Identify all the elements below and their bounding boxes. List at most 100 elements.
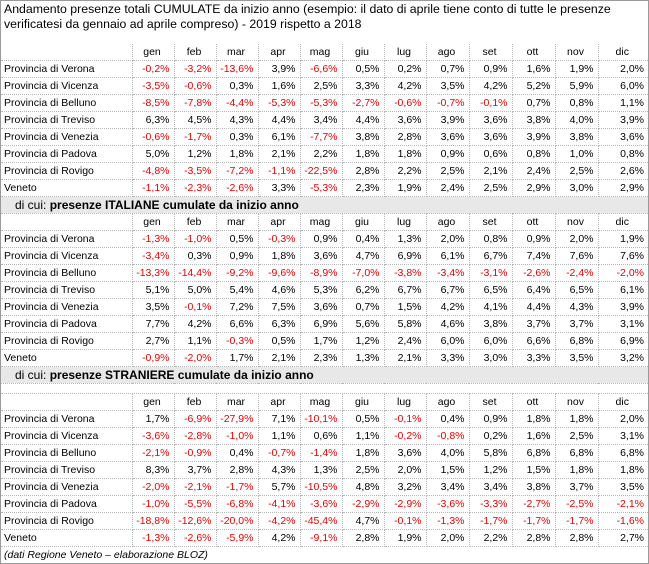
value-cell: 5,7% <box>258 478 301 496</box>
value-cell: 2,9% <box>598 179 648 197</box>
value-cell: 3,3% <box>258 179 301 197</box>
table-row: Provincia di Rovigo -18,8% -12,6% -20,0% -4,… <box>1 512 648 530</box>
value-cell: 4,4% <box>512 298 556 316</box>
value-cell: 2,8% <box>342 529 385 547</box>
section-title: di cui: presenze ITALIANE cumulate da in… <box>1 196 648 214</box>
value-cell: 0,5% <box>216 230 259 248</box>
value-cell: 2,5% <box>342 461 385 479</box>
value-cell: 0,7% <box>342 298 385 316</box>
value-cell: -0,2% <box>132 60 175 78</box>
value-cell: 1,7% <box>132 410 175 428</box>
value-cell: 3,8% <box>512 478 556 496</box>
value-cell: 5,0% <box>174 281 217 299</box>
value-cell: 1,1% <box>342 427 385 445</box>
value-cell: -0,3% <box>216 332 259 350</box>
value-cell: 4,5% <box>174 111 217 129</box>
value-cell: 8,3% <box>132 461 175 479</box>
table-row: Provincia di Vicenza -3,6% -2,8% -1,0% 1,1% 0… <box>1 427 648 445</box>
row-label: Provincia di Rovigo <box>1 332 133 350</box>
value-cell: -9,6% <box>258 264 301 282</box>
value-cell: 1,2% <box>342 332 385 350</box>
value-cell: -0,7% <box>258 444 301 462</box>
value-cell: 3,6% <box>598 128 648 146</box>
row-label: Provincia di Rovigo <box>1 512 133 530</box>
value-cell: -1,6% <box>598 512 648 530</box>
value-cell: 2,0% <box>598 60 648 78</box>
value-cell: 1,2% <box>469 461 513 479</box>
table-row: Provincia di Belluno -8,5% -7,8% -4,4% -5,3%… <box>1 94 648 112</box>
value-cell: 2,9% <box>512 179 556 197</box>
value-cell: 0,3% <box>216 128 259 146</box>
value-cell: -18,8% <box>132 512 175 530</box>
value-cell: 5,9% <box>555 77 599 95</box>
value-cell: -3,1% <box>469 264 513 282</box>
header-empty-cell <box>1 393 133 411</box>
value-cell: 7,7% <box>132 315 175 333</box>
value-cell: -12,6% <box>174 512 217 530</box>
value-cell: -7,2% <box>216 162 259 180</box>
month-header-row: gen feb mar apr mag giu lug ago set ott nov dic <box>1 393 648 411</box>
row-label: Provincia di Belluno <box>1 444 133 462</box>
value-cell: 4,6% <box>426 315 470 333</box>
value-cell: 0,3% <box>174 247 217 265</box>
month-header: giu <box>342 393 385 411</box>
month-header: apr <box>258 44 301 61</box>
value-cell: 1,8% <box>342 145 385 163</box>
value-cell: 4,4% <box>258 111 301 129</box>
month-header: feb <box>174 44 217 61</box>
value-cell: 0,9% <box>469 60 513 78</box>
value-cell: 1,8% <box>216 145 259 163</box>
value-cell: -3,3% <box>469 495 513 513</box>
value-cell: 6,3% <box>258 315 301 333</box>
value-cell: 0,8% <box>469 230 513 248</box>
table-title: Andamento presenze totali CUMULATE da in… <box>4 2 611 31</box>
row-label: Provincia di Padova <box>1 495 133 513</box>
value-cell: -4,8% <box>132 162 175 180</box>
row-label: Provincia di Venezia <box>1 128 133 146</box>
value-cell: -3,5% <box>174 162 217 180</box>
value-cell: 3,6% <box>384 111 427 129</box>
value-cell: 4,7% <box>342 512 385 530</box>
value-cell: 2,7% <box>598 529 648 547</box>
month-header: dic <box>598 44 648 61</box>
row-label: Provincia di Treviso <box>1 111 133 129</box>
value-cell: 0,9% <box>426 145 470 163</box>
value-cell: 2,6% <box>598 162 648 180</box>
value-cell: 4,8% <box>342 478 385 496</box>
month-header: mag <box>300 213 343 231</box>
value-cell: -1,7% <box>469 512 513 530</box>
month-header: ago <box>426 213 470 231</box>
value-cell: 5,8% <box>384 315 427 333</box>
value-cell: 1,9% <box>384 179 427 197</box>
value-cell: 2,5% <box>469 179 513 197</box>
value-cell: 6,9% <box>300 315 343 333</box>
value-cell: 4,6% <box>258 281 301 299</box>
value-cell: -20,0% <box>216 512 259 530</box>
value-cell: 2,3% <box>342 179 385 197</box>
value-cell: 3,5% <box>598 478 648 496</box>
value-cell: -2,5% <box>555 495 599 513</box>
month-header: ago <box>426 44 470 61</box>
value-cell: 2,5% <box>426 162 470 180</box>
value-cell: -1,3% <box>426 512 470 530</box>
table-row: Provincia di Venezia 3,5% -0,1% 7,2% 7,5% 3,6… <box>1 298 648 316</box>
row-label: Provincia di Rovigo <box>1 162 133 180</box>
value-cell: -2,0% <box>174 349 217 367</box>
month-header: nov <box>555 393 599 411</box>
section-title: di cui: presenze STRANIERE cumulate da i… <box>1 366 648 384</box>
value-cell: 3,9% <box>512 128 556 146</box>
row-label: Provincia di Treviso <box>1 461 133 479</box>
value-cell: 2,2% <box>300 145 343 163</box>
table-row: Provincia di Venezia -0,6% -1,7% 0,3% 6,1% -7… <box>1 128 648 146</box>
value-cell: 6,2% <box>342 281 385 299</box>
value-cell: 3,5% <box>426 77 470 95</box>
value-cell: 6,0% <box>469 332 513 350</box>
month-header: mar <box>216 44 259 61</box>
month-header: dic <box>598 393 648 411</box>
value-cell: 0,6% <box>469 145 513 163</box>
value-cell: 1,8% <box>512 410 556 428</box>
value-cell: -0,6% <box>384 94 427 112</box>
value-cell: 2,4% <box>512 162 556 180</box>
table-row: Provincia di Verona 1,7% -6,9% -27,9% 7,1% -1… <box>1 410 648 428</box>
value-cell: 2,1% <box>258 145 301 163</box>
